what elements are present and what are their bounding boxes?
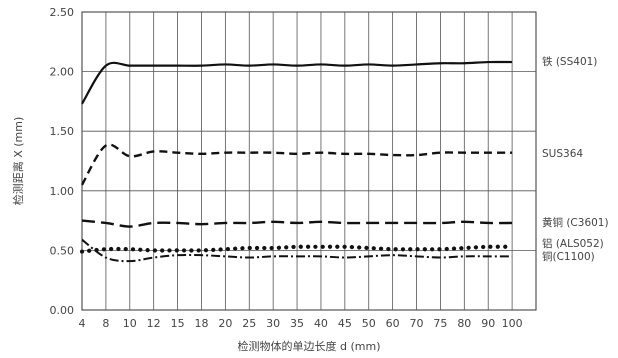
series-label-2: 黄铜 (C3601) xyxy=(542,216,609,229)
y-axis-title: 检测距离 X (mm) xyxy=(11,117,25,206)
y-tick-labels: 0.00 0.50 1.00 1.50 2.00 2.50 xyxy=(50,6,75,317)
x-tick-label: 75 xyxy=(433,317,447,330)
y-tick-label: 2.00 xyxy=(50,66,75,79)
x-tick-label: 45 xyxy=(338,317,352,330)
x-tick-label: 4 xyxy=(79,317,86,330)
x-tick-label: 90 xyxy=(481,317,495,330)
x-tick-label: 50 xyxy=(362,317,376,330)
x-tick-label: 20 xyxy=(218,317,232,330)
x-tick-label: 15 xyxy=(171,317,185,330)
y-tick-label: 0.50 xyxy=(50,244,75,257)
plot-area-frame xyxy=(81,11,537,311)
series-label-3: 铝 (ALS052) xyxy=(542,237,604,250)
series-line-4 xyxy=(81,238,513,263)
x-tick-label: 100 xyxy=(502,317,523,330)
series-lines xyxy=(79,60,515,263)
x-tick-label: 60 xyxy=(386,317,400,330)
x-tick-label: 25 xyxy=(242,317,256,330)
x-tick-label: 18 xyxy=(194,317,208,330)
x-tick-label: 10 xyxy=(123,317,137,330)
x-tick-label: 35 xyxy=(290,317,304,330)
y-tick-label: 2.50 xyxy=(50,6,75,19)
series-label-0: 铁 (SS401) xyxy=(542,55,597,68)
x-tick-label: 8 xyxy=(102,317,109,330)
x-tick-label: 40 xyxy=(314,317,328,330)
y-tick-label: 1.50 xyxy=(50,125,75,138)
y-tick-label: 1.00 xyxy=(50,185,75,198)
series-line-2 xyxy=(81,219,513,228)
series-line-1 xyxy=(80,143,513,186)
x-tick-label: 70 xyxy=(410,317,424,330)
x-tick-label: 30 xyxy=(266,317,280,330)
y-tick-label: 0.00 xyxy=(50,304,75,317)
x-axis-title: 检测物体的单边长度 d (mm) xyxy=(238,339,381,353)
series-label-1: SUS364 xyxy=(542,148,583,160)
series-label-4: 铜(C1100) xyxy=(542,251,595,263)
x-tick-label: 80 xyxy=(457,317,471,330)
x-tick-labels: 4 8 10 12 15 18 20 25 30 35 40 45 50 60 70 75 80 90 100 xyxy=(79,317,523,330)
series-line-3 xyxy=(79,244,515,254)
gridlines xyxy=(82,12,536,310)
series-labels: 铁 (SS401) SUS364 黄铜 (C3601) 铝 (ALS052)铜(C11… xyxy=(542,55,609,263)
series-line-0 xyxy=(81,60,513,105)
x-tick-label: 12 xyxy=(147,317,161,330)
